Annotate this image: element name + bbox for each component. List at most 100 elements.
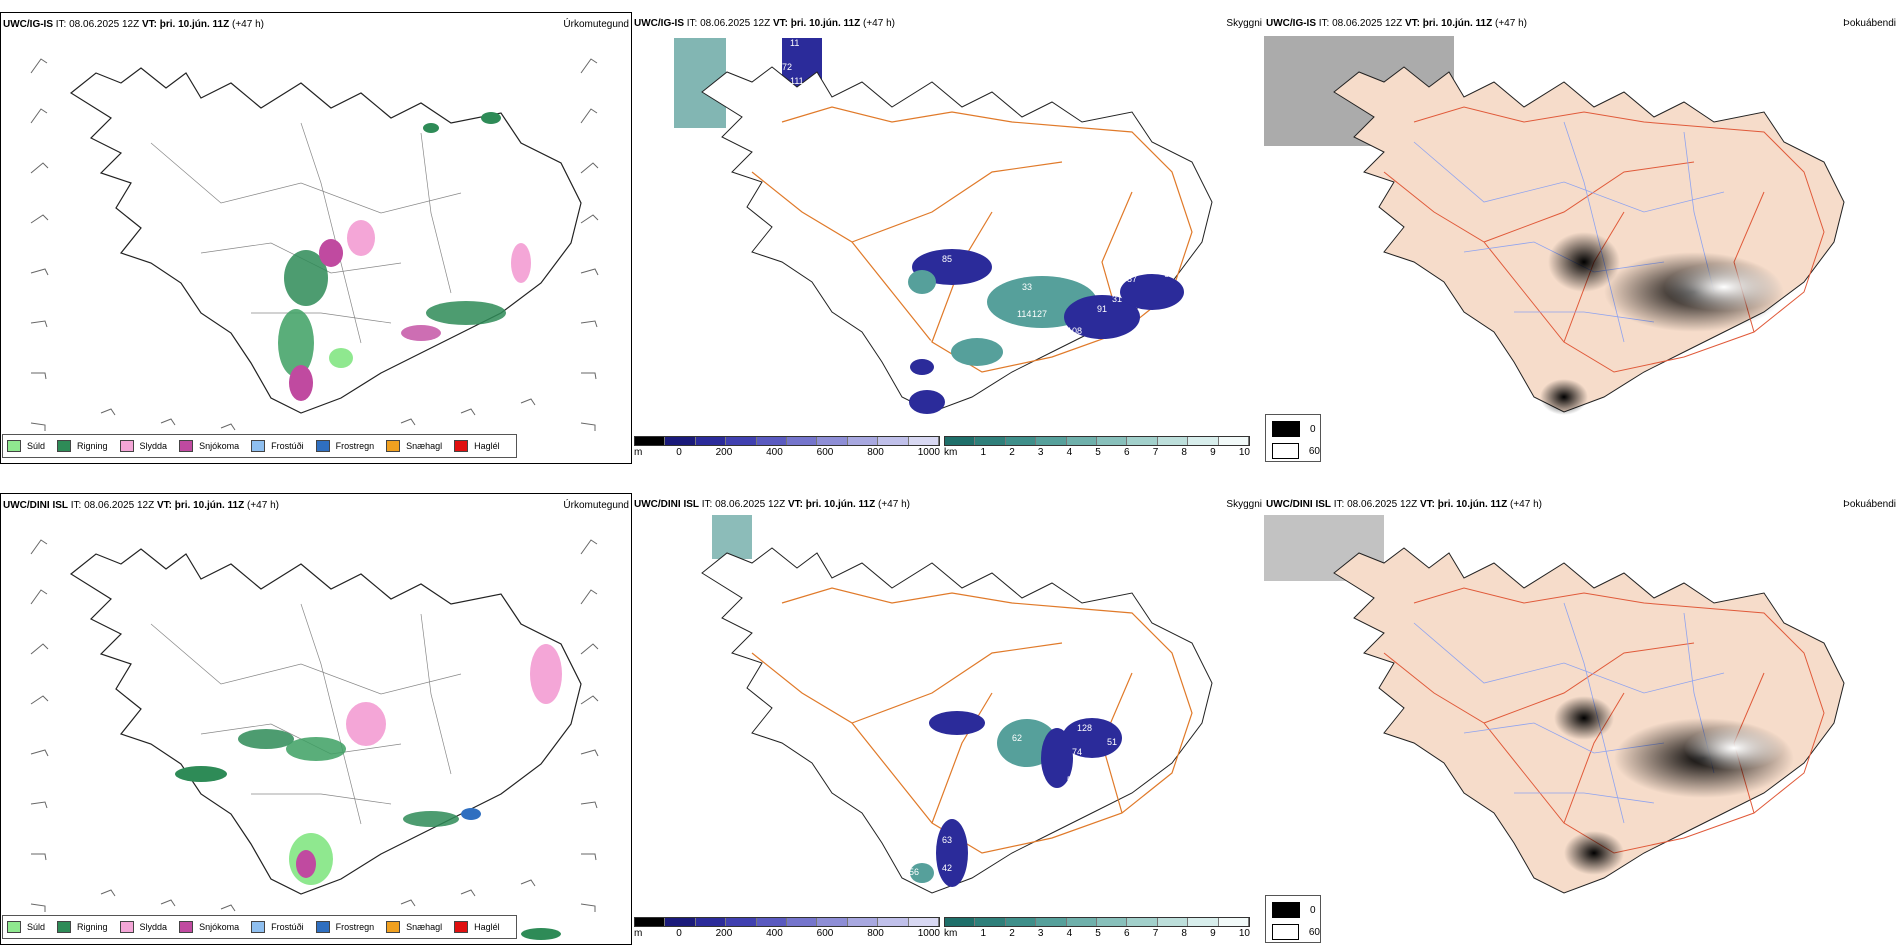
vis-value-label: 108 [1067,326,1082,336]
fog-legend-bottom: 0 60 [1265,895,1321,943]
precip-legend-label: Snjókoma [199,441,240,451]
scale-swatch [1188,437,1219,445]
precip-blobs-bottom [175,644,562,940]
vis-unit: km [944,447,958,458]
precip-legend-label: Snæhagl [406,922,443,932]
scale-swatch [665,437,696,445]
vis-value-label: 42 [942,863,952,873]
vis-scale-bar [944,917,1250,927]
scale-swatch [665,918,696,926]
panel-title-precip: Úrkomutegund [563,19,629,30]
scale-tick-label: 6 [1124,447,1130,458]
height-scale-bottom: m 0 200 400 600 800 1000 [634,917,940,939]
precip-legend-swatch [57,440,72,452]
precip-type-panel-top: UWC/IG-IS IT: 08.06.2025 12Z VT: þri. 10… [0,12,632,464]
vis-blobs-bottom [910,711,1122,887]
precip-legend-swatch [454,921,469,933]
scale-tick-label: 1 [980,928,987,939]
scale-tick-label: 7 [1152,928,1159,939]
scale-swatch [726,918,757,926]
precip-legend-swatch [119,921,134,933]
scale-swatch [635,918,666,926]
scale-swatch [975,437,1006,445]
fog-legend-row: 0 [1272,902,1320,918]
precip-legend-label: Haglél [474,441,500,451]
precip-type-panel-bottom: UWC/DINI ISL IT: 08.06.2025 12Z VT: þri.… [0,493,632,945]
fog-legend-row: 0 [1272,421,1320,437]
vis-value-label: 47 [1087,757,1097,767]
scale-swatch [635,437,666,445]
vis-value-label: 128 [1077,723,1092,733]
precip-legend-swatch [251,921,266,933]
scale-tick-label: 800 [867,928,884,939]
precip-legend-item: Frostregn [315,440,375,452]
scale-tick-label: 9 [1210,928,1216,939]
precip-legend-label: Frostregn [335,441,375,451]
scale-tick-label: 2 [1009,447,1015,458]
precip-legend-swatch [251,440,266,452]
height-scale: m 0 200 400 600 800 1000 [634,436,940,458]
scale-swatch [908,437,940,445]
scale-swatch [1097,918,1128,926]
precip-legend-swatch [179,921,194,933]
fog-legend-swatch [1272,421,1300,437]
scale-swatch [1127,437,1158,445]
vis-value-label: 85 [942,254,952,264]
vis-value-label: 456 [1004,230,1019,240]
precip-blobs [278,112,531,451]
scale-swatch [787,437,818,445]
vis-value-label: 11 [790,38,799,48]
height-scale-bar [634,436,940,446]
vis-value-label: 62 [1012,733,1022,743]
fog-legend-label: 0 [1310,904,1316,916]
precip-legend-item: Frostúði [251,440,304,452]
height-unit: m [634,928,643,939]
scale-tick-label: 1000 [917,447,940,458]
scale-tick-label: 9 [1210,447,1216,458]
vis-value-labels: 11 72 111 456 85 33 87 69 91 31 114 127 40 108 17 55 76 1… [782,38,1174,392]
precip-legend-swatch [7,440,21,452]
panel-title-fog: Þokuábendi [1843,18,1896,29]
scale-tick-label: 6 [1124,928,1130,939]
vis-value-label: 114 [1017,309,1031,319]
fog-legend: 0 60 [1265,414,1321,462]
scale-swatch [847,437,879,445]
precip-legend-label: Frostúði [271,922,304,932]
precip-legend-swatch [315,440,330,452]
scale-swatch [878,437,909,445]
scale-tick-label: 5 [1095,447,1101,458]
precip-legend-swatch [454,440,469,452]
precip-legend-item: Snjókoma [179,440,239,452]
precip-legend-item: Snæhagl [386,921,442,933]
visibility-panel-top: 11 72 111 456 85 33 87 69 91 31 114 127 40 108 17 55 76 1… [632,12,1264,464]
precip-legend-item: Súld [7,921,45,933]
row-header-top-fog: UWC/IG-IS IT: 08.06.2025 12Z VT: þri. 10… [1266,18,1527,29]
scale-tick-label: 200 [715,447,733,458]
row-header-bottom: UWC/DINI ISL IT: 08.06.2025 12Z VT: þri.… [3,500,279,511]
scale-tick-label: 8 [1181,928,1187,939]
scale-swatch [1005,918,1037,926]
vis-value-label: 52 [1067,775,1077,785]
scale-tick-label: 10 [1238,447,1250,458]
fog-legend-swatch [1272,443,1299,459]
fog-panel-top: UWC/IG-IS IT: 08.06.2025 12Z VT: þri. 10… [1264,12,1900,464]
precip-type-map [30,58,599,451]
precip-legend-label: Rigning [77,441,108,451]
scale-tick-label: 400 [766,447,783,458]
precip-legend-label: Rigning [77,922,108,932]
scale-tick-label: 2 [1009,928,1015,939]
scale-swatch [756,918,788,926]
precip-legend-item: Snæhagl [386,440,442,452]
scale-swatch [847,918,879,926]
scale-swatch [1036,437,1067,445]
scale-tick-label: 200 [715,928,733,939]
scale-swatch [1157,918,1189,926]
precip-legend-label: Frostúði [271,441,304,451]
scale-tick-label: 5 [1095,928,1101,939]
precip-legend-bottom: Súld Rigning Slydda Snjókoma Frostúði Frostre… [2,915,517,939]
precip-legend-item: Haglél [454,921,500,933]
scale-swatch [1218,918,1250,926]
scale-tick-label: 1 [980,447,987,458]
scale-tick-label: 600 [816,928,834,939]
fog-legend-swatch [1272,902,1300,918]
